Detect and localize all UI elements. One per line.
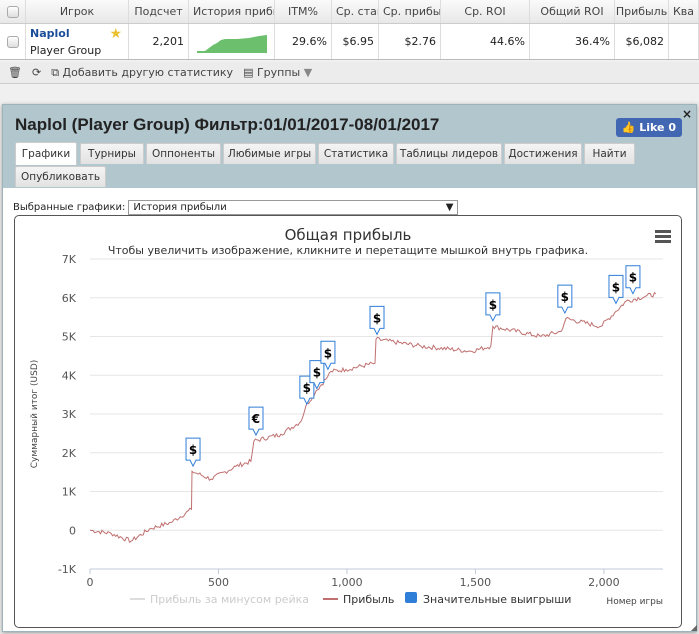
legend-rake: Прибыль за минусом рейка <box>150 593 309 606</box>
chart-subtitle: Чтобы увеличить изображение, кликните и … <box>108 244 588 257</box>
col-total-roi[interactable]: Общий ROI <box>530 0 615 23</box>
avg-profit-cell: $2.76 <box>379 24 441 59</box>
tab-leaderboards[interactable]: Таблицы лидеров <box>396 143 502 164</box>
y-tick-label: 5K <box>62 331 77 344</box>
x-tick-label: 500 <box>208 576 229 589</box>
stats-grid: Игрок Подсчет История прибыли ITM% Ср. с… <box>0 0 699 60</box>
add-window-icon: ⧉ <box>51 65 63 79</box>
y-axis-label: Суммарный итог (USD) <box>30 360 40 469</box>
col-history[interactable]: История прибыли <box>189 0 275 23</box>
dropdown-arrow-icon: ▼ <box>445 202 454 213</box>
table-row[interactable]: Naplol Player Group ★ 2,201 29.6% $6.95 … <box>0 24 699 59</box>
col-profit[interactable]: Прибыль <box>615 0 669 23</box>
big-win-symbol: $ <box>189 443 197 457</box>
panel-title: Naplol (Player Group) Фильтр:01/01/2017-… <box>15 115 440 134</box>
player-panel: Naplol (Player Group) Фильтр:01/01/2017-… <box>2 104 697 632</box>
x-axis-label: Номер игры <box>606 597 663 607</box>
grid-header: Игрок Подсчет История прибыли ITM% Ср. с… <box>0 0 699 24</box>
big-win-symbol: $ <box>303 381 311 395</box>
col-itm[interactable]: ITM% <box>275 0 332 23</box>
x-tick-label: 2,000 <box>588 576 620 589</box>
select-all-checkbox[interactable] <box>6 5 19 18</box>
big-win-symbol: $ <box>561 290 569 304</box>
x-tick-label: 1,000 <box>331 576 363 589</box>
col-count[interactable]: Подсчет <box>129 0 189 23</box>
player-group: Player Group <box>30 43 102 57</box>
big-win-flag <box>309 360 325 390</box>
big-win-flag <box>320 340 336 371</box>
x-tick-label: 1,500 <box>460 576 492 589</box>
col-avg-stake[interactable]: Ср. ставка <box>332 0 379 23</box>
groups-icon: ▤ <box>243 66 257 79</box>
y-tick-label: 6K <box>62 292 77 305</box>
big-win-flag <box>608 274 624 305</box>
menu-icon[interactable] <box>655 230 671 243</box>
big-win-symbol: $ <box>612 280 620 294</box>
legend-profit: Прибыль <box>343 593 394 606</box>
tab-statistics[interactable]: Статистика <box>318 143 394 164</box>
legend-wins: Значительные выигрыши <box>423 593 571 606</box>
profit-cell: $6,082 <box>615 24 669 59</box>
refresh-icon[interactable]: ⟳ <box>31 66 42 79</box>
add-stat-button[interactable]: ⧉ Добавить другую статистику <box>51 65 234 79</box>
groups-button[interactable]: ▤ Группы ▼ <box>243 66 313 79</box>
y-tick-label: 1K <box>62 486 77 499</box>
col-player[interactable]: Игрок <box>26 0 129 23</box>
resize-handle-icon[interactable]: ◢ <box>690 623 697 632</box>
row-checkbox[interactable] <box>6 35 19 48</box>
y-tick-label: -1K <box>58 563 77 576</box>
legend-wins-swatch <box>405 592 417 603</box>
big-win-symbol: $ <box>313 366 321 380</box>
chevron-down-icon: ▼ <box>300 66 313 79</box>
big-win-flag <box>625 265 641 295</box>
big-win-flag <box>485 292 501 322</box>
chart-select-label: Выбранные графики: <box>13 202 126 213</box>
tab-find[interactable]: Найти <box>584 143 635 164</box>
close-icon[interactable]: × <box>681 107 692 121</box>
avg-stake-cell: $6.95 <box>332 24 379 59</box>
chart-title: Общая прибыль <box>285 226 412 244</box>
y-tick-label: 4K <box>62 369 77 382</box>
big-win-symbol: $ <box>324 346 332 360</box>
col-more[interactable]: Ква <box>669 0 699 23</box>
big-win-symbol: $ <box>373 311 381 325</box>
big-win-symbol: € <box>251 412 260 426</box>
big-win-flag <box>248 406 264 437</box>
tab-achievements[interactable]: Достижения <box>504 143 582 164</box>
count-cell: 2,201 <box>129 24 189 59</box>
profit-history-sparkline <box>196 34 267 53</box>
chart-select[interactable]: История прибыли ▼ <box>128 200 459 215</box>
y-tick-label: 2K <box>62 447 77 460</box>
trash-icon[interactable]: 🗑 <box>8 66 22 79</box>
big-win-symbol: $ <box>629 271 637 285</box>
facebook-like-button[interactable]: 👍 Like 0 <box>615 118 682 137</box>
big-win-flag <box>557 284 573 315</box>
y-tick-label: 3K <box>62 408 77 421</box>
avg-roi-cell: 44.6% <box>441 24 530 59</box>
player-name-link[interactable]: Naplol <box>30 26 70 40</box>
col-avg-roi[interactable]: Ср. ROI <box>441 0 530 23</box>
y-tick-label: 0 <box>69 524 76 537</box>
profit-series-line <box>89 291 657 544</box>
tab-favorite-games[interactable]: Любимые игры <box>223 143 316 164</box>
tab-publish[interactable]: Опубликовать <box>15 166 106 187</box>
y-tick-label: 7K <box>62 253 77 266</box>
thumbs-up-icon: 👍 <box>621 121 640 134</box>
total-roi-cell: 36.4% <box>530 24 615 59</box>
tab-tournaments[interactable]: Турниры <box>80 143 144 164</box>
chart-container: Общая прибыль Чтобы увеличить изображение… <box>14 215 682 628</box>
star-badge-icon: ★ <box>109 26 122 42</box>
tab-charts[interactable]: Графики <box>15 142 77 165</box>
col-avg-profit[interactable]: Ср. прибыль <box>379 0 441 23</box>
tab-opponents[interactable]: Оппоненты <box>146 143 221 164</box>
select-all-cell[interactable] <box>0 0 26 23</box>
big-win-flag <box>185 437 201 468</box>
big-win-symbol: $ <box>489 298 497 312</box>
big-win-flag <box>369 305 385 336</box>
grid-toolbar: 🗑 ⟳ ⧉ Добавить другую статистику ▤ Групп… <box>0 62 699 84</box>
itm-cell: 29.6% <box>275 24 332 59</box>
x-tick-label: 0 <box>87 576 94 589</box>
